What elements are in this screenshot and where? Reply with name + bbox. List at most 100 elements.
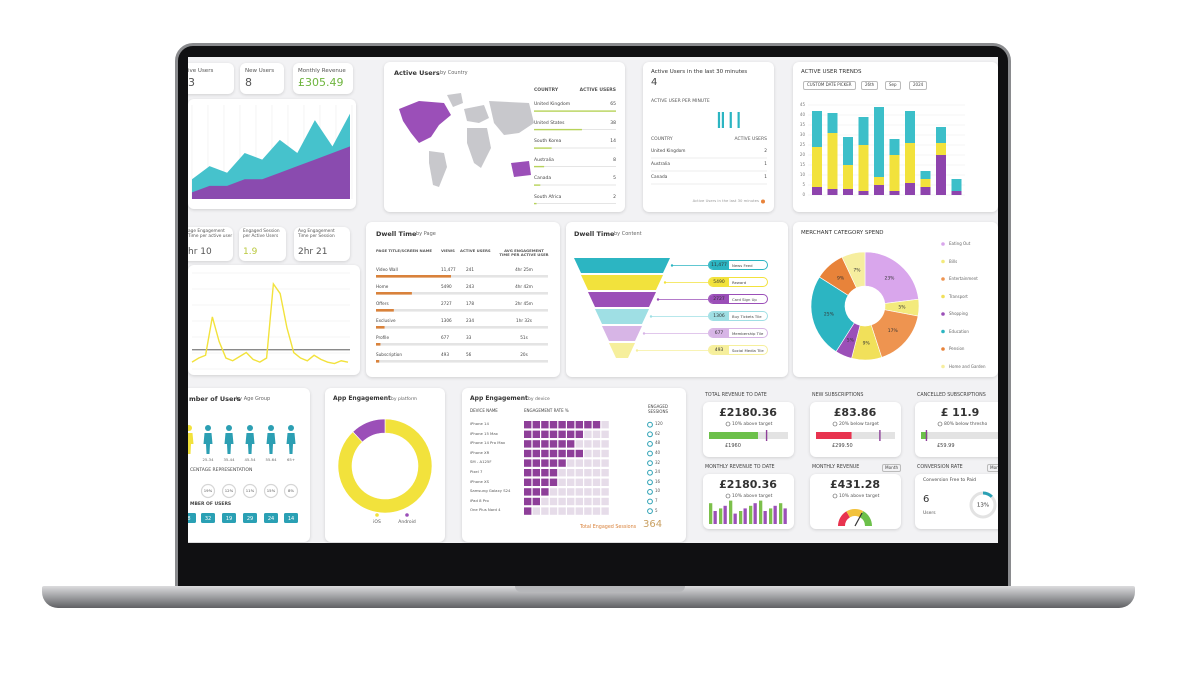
note-icon <box>725 421 731 427</box>
gauge-band <box>859 511 872 526</box>
session-icon <box>647 460 653 466</box>
rate-square <box>567 440 575 448</box>
age-label: 25-34 <box>202 457 214 462</box>
progress-track <box>816 432 895 439</box>
rate-square <box>532 421 540 429</box>
minute-bar <box>729 112 732 128</box>
mini-bar <box>749 505 753 524</box>
pie-slice <box>352 418 386 443</box>
target-marker <box>879 430 881 441</box>
label: Engaged Session per Active Users <box>243 229 280 239</box>
rate-square <box>592 459 601 467</box>
note-icon <box>832 493 838 499</box>
rate-square <box>567 449 575 458</box>
views-bar <box>376 309 394 312</box>
funnel-layer <box>581 275 663 290</box>
rate-square <box>558 507 566 515</box>
rate-square <box>558 449 566 458</box>
country-bar <box>534 184 541 186</box>
rate-square <box>549 449 558 458</box>
funnel-layer <box>574 258 670 273</box>
minute-bar <box>737 112 740 128</box>
session-icon <box>647 441 653 447</box>
rate-squares <box>524 459 609 467</box>
bar-segment <box>827 113 838 133</box>
mini-bar <box>713 511 717 524</box>
rate-square <box>524 488 532 496</box>
bar-segment <box>858 145 869 191</box>
card-subtitle: by platform <box>391 397 418 402</box>
pill-value: 493 <box>714 348 724 353</box>
bar-segment <box>951 179 962 191</box>
card-title: App Engagement <box>470 395 528 402</box>
pill-value: 677 <box>714 331 724 336</box>
kpi-card: ive Users 3 <box>188 63 234 94</box>
device-name: iPhone XR <box>470 449 490 455</box>
views: 677 <box>441 335 449 340</box>
rate-square <box>541 497 549 506</box>
bar-segment <box>889 139 900 155</box>
rate-arc <box>983 491 993 498</box>
card-value: £431.28 <box>829 478 881 491</box>
mini-bar <box>739 511 743 524</box>
rate-square <box>541 449 549 458</box>
chart-svg: 19% 12% 11% 15% 8% 8 32 19 29 24 14 <box>188 425 299 523</box>
bar-segment <box>936 143 946 155</box>
chart-svg <box>191 272 350 370</box>
chart-svg: 23% 5% 17% 9% 5% 25% 9% 7% <box>810 242 945 369</box>
progress-fill <box>816 432 852 439</box>
kpi-value: 1.9 <box>243 247 258 257</box>
percent-ring <box>221 483 237 499</box>
count-label: 29 <box>247 516 253 522</box>
map-region <box>447 93 463 107</box>
legend-label: Home and Garden <box>949 363 986 369</box>
rate-square <box>558 497 566 506</box>
page-name: Profile <box>376 335 390 340</box>
laptop-notch <box>515 586 685 592</box>
rate-square <box>524 469 532 477</box>
bar-segment <box>936 127 946 143</box>
chart-svg <box>337 418 433 517</box>
rate-square <box>567 430 575 438</box>
chart-svg <box>709 493 787 524</box>
count-box <box>264 513 278 523</box>
rate-square <box>532 440 540 448</box>
count-box <box>222 513 236 523</box>
views: 11,477 <box>441 267 456 272</box>
section-label: CENTAGE REPRESENTATION <box>190 468 253 473</box>
country-name: Canada <box>651 175 668 180</box>
note-icon <box>937 421 943 427</box>
kpi-value: hr 10 <box>188 247 212 257</box>
chart-svg <box>376 275 548 363</box>
bar-segment <box>843 189 853 195</box>
avg-time: 2hr 45m <box>515 301 533 306</box>
engagement-line-card <box>188 265 360 375</box>
device-name: iPhone 14 Pro Max <box>470 440 506 446</box>
bar-segment <box>858 191 869 195</box>
map-region <box>489 101 534 135</box>
rate-square <box>558 478 566 486</box>
session-value: 7 <box>655 498 658 503</box>
card-title: ACTIVE USER TRENDS <box>801 69 862 75</box>
count-box <box>284 513 298 523</box>
person-body <box>224 433 234 454</box>
column-header: COUNTRY <box>651 137 673 142</box>
rate-squares <box>524 430 609 438</box>
pill-value: 5490 <box>713 280 725 285</box>
rate-square <box>575 459 583 467</box>
rate-square <box>601 507 609 515</box>
rate-square <box>541 507 549 515</box>
mini-bar <box>743 508 747 524</box>
person-head <box>288 425 294 431</box>
rate-squares <box>524 497 609 506</box>
legend-dot <box>941 364 945 369</box>
pill-label: Buy Tickets Tile <box>732 313 762 319</box>
rate-squares <box>524 488 609 496</box>
rate-square <box>532 449 540 458</box>
total-value: 364 <box>643 519 663 530</box>
avg-time: 51s <box>520 335 528 340</box>
engagement-kpi: Engaged Session per Active Users 1.9 <box>239 227 286 261</box>
chart-svg <box>191 105 353 199</box>
rate-square <box>549 421 558 429</box>
person-body <box>245 433 255 454</box>
